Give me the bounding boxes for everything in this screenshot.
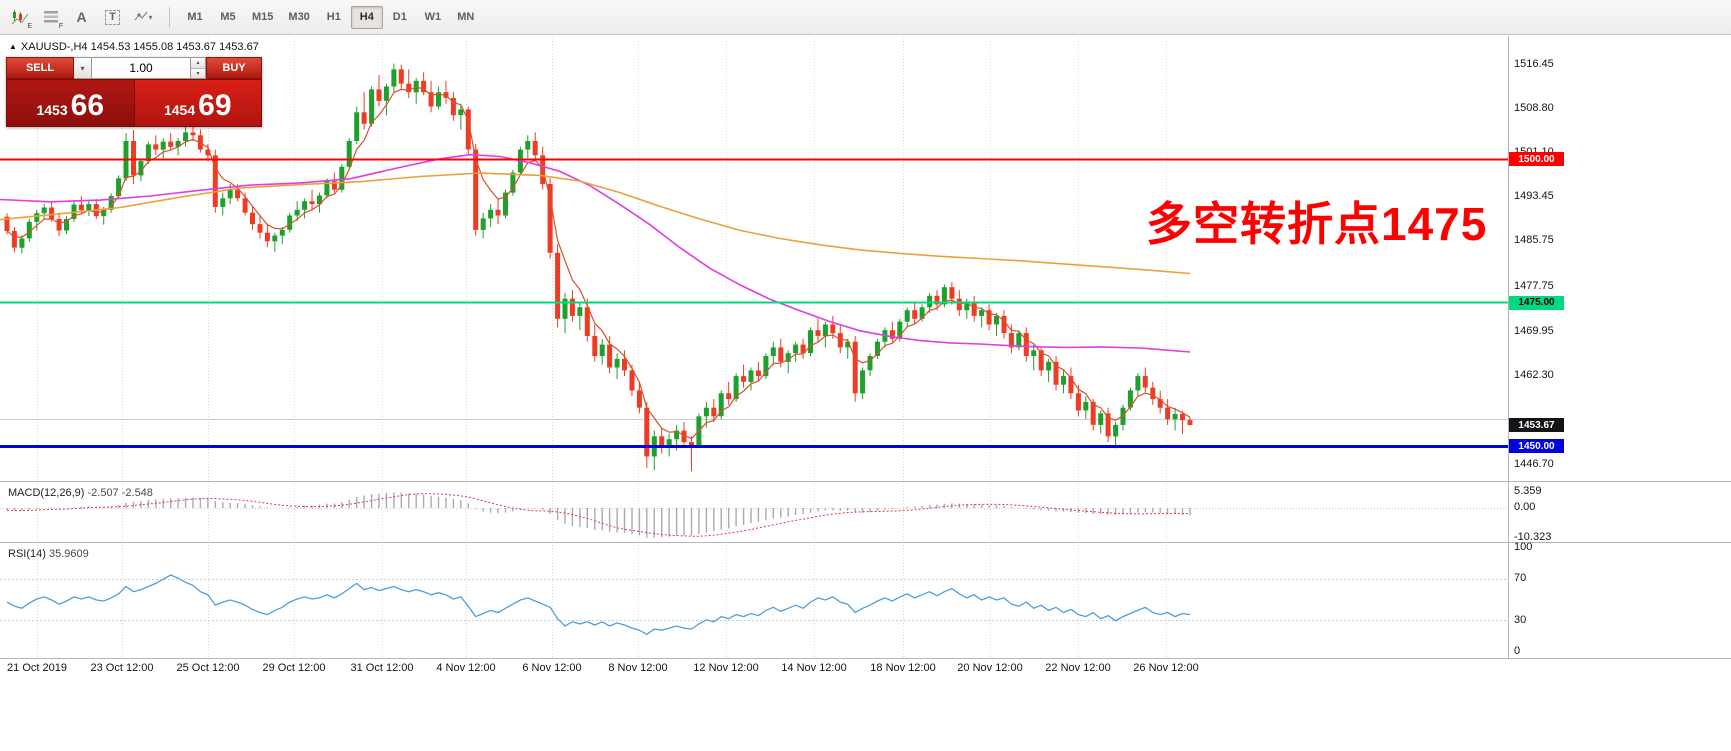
cursor-crosshair-icon bbox=[135, 11, 148, 21]
rsi-value: 35.9609 bbox=[48, 548, 89, 560]
indicator-list-icon bbox=[43, 11, 58, 23]
rsi-name: RSI(14) bbox=[8, 548, 46, 560]
draw-tools-button[interactable]: ▾ bbox=[129, 4, 158, 31]
bid-price-small: 1453 bbox=[36, 102, 68, 118]
timeframe-bar: M1 M5 M15 M30 H1 H4 D1 W1 MN bbox=[179, 5, 483, 29]
ask-price-small: 1454 bbox=[163, 102, 196, 118]
macd-name: MACD(12,26,9) bbox=[8, 487, 85, 499]
chevron-down-icon: ▾ bbox=[80, 63, 85, 73]
timeframe-button-m30[interactable]: M30 bbox=[288, 11, 310, 23]
timeframe-button-m5[interactable]: M5 bbox=[220, 11, 236, 23]
text-tool-icon: A bbox=[76, 9, 87, 25]
time-axis[interactable] bbox=[0, 658, 1508, 680]
macd-label: MACD(12,26,9) -2.507 -2.548 bbox=[8, 487, 153, 499]
fast-ma-line bbox=[6, 86, 1191, 440]
volume-dropdown-button[interactable]: ▾ bbox=[74, 57, 92, 79]
timeframe-button-mn[interactable]: MN bbox=[457, 11, 475, 23]
ask-price-display[interactable]: 1454 69 bbox=[133, 79, 262, 127]
rsi-label: RSI(14) 35.9609 bbox=[8, 548, 89, 560]
volume-input[interactable] bbox=[92, 57, 191, 79]
toolbar: E F A T ▾ M1 M5 M15 M30 H1 H4 D1 W1 MN bbox=[0, 0, 1731, 35]
chart-type-sub-letter: E bbox=[27, 22, 32, 30]
annotation-text: 多空转折点1475 bbox=[1146, 198, 1488, 250]
chart-type-button[interactable]: E bbox=[5, 4, 34, 31]
sell-button[interactable]: SELL bbox=[6, 57, 74, 79]
one-click-toggle-icon[interactable]: ▲ bbox=[9, 42, 17, 51]
candlestick-chart-icon bbox=[11, 9, 28, 24]
rsi-line bbox=[6, 574, 1191, 636]
price-axis[interactable] bbox=[1509, 35, 1569, 658]
bid-price-big: 66 bbox=[70, 89, 105, 122]
ma-magenta-line bbox=[0, 153, 1191, 353]
ask-price-big: 69 bbox=[198, 89, 232, 122]
textbox-tool-icon: T bbox=[105, 9, 120, 25]
indicators-sub-letter: F bbox=[58, 22, 63, 30]
timeframe-button-h4[interactable]: H4 bbox=[350, 5, 383, 29]
chevron-down-icon: ▾ bbox=[148, 12, 153, 22]
timeframe-button-m1[interactable]: M1 bbox=[187, 11, 203, 23]
buy-button[interactable]: BUY bbox=[206, 57, 262, 79]
timeframe-button-h1[interactable]: H1 bbox=[326, 11, 341, 23]
timeframe-button-w1[interactable]: W1 bbox=[424, 11, 442, 23]
ma-orange-line bbox=[0, 172, 1191, 275]
chart-header: ▲ XAUUSD-,H4 1454.53 1455.08 1453.67 1453… bbox=[9, 41, 259, 53]
ohlc-values: 1454.53 1455.08 1453.67 1453.67 bbox=[90, 41, 259, 53]
macd-values: -2.507 -2.548 bbox=[87, 487, 153, 499]
toolbar-separator bbox=[169, 7, 170, 27]
volume-spinner: ▴ ▾ bbox=[191, 57, 206, 79]
macd-signal-line bbox=[6, 493, 1191, 537]
gridlines bbox=[0, 38, 1508, 658]
indicators-button[interactable]: F bbox=[36, 4, 65, 31]
symbol-period-label: XAUUSD-,H4 bbox=[20, 41, 88, 53]
macd-histogram bbox=[6, 492, 1191, 538]
timeframe-button-d1[interactable]: D1 bbox=[392, 11, 407, 23]
bid-price-display[interactable]: 1453 66 bbox=[6, 79, 134, 127]
textbox-tool-button[interactable]: T bbox=[98, 4, 127, 31]
volume-increase-button[interactable]: ▴ bbox=[191, 58, 205, 69]
one-click-trading-panel: SELL ▾ ▴ ▾ BUY 1453 66 1454 69 bbox=[6, 57, 262, 127]
text-tool-button[interactable]: A bbox=[67, 4, 96, 31]
timeframe-button-m15[interactable]: M15 bbox=[252, 11, 274, 23]
volume-decrease-button[interactable]: ▾ bbox=[191, 68, 205, 78]
